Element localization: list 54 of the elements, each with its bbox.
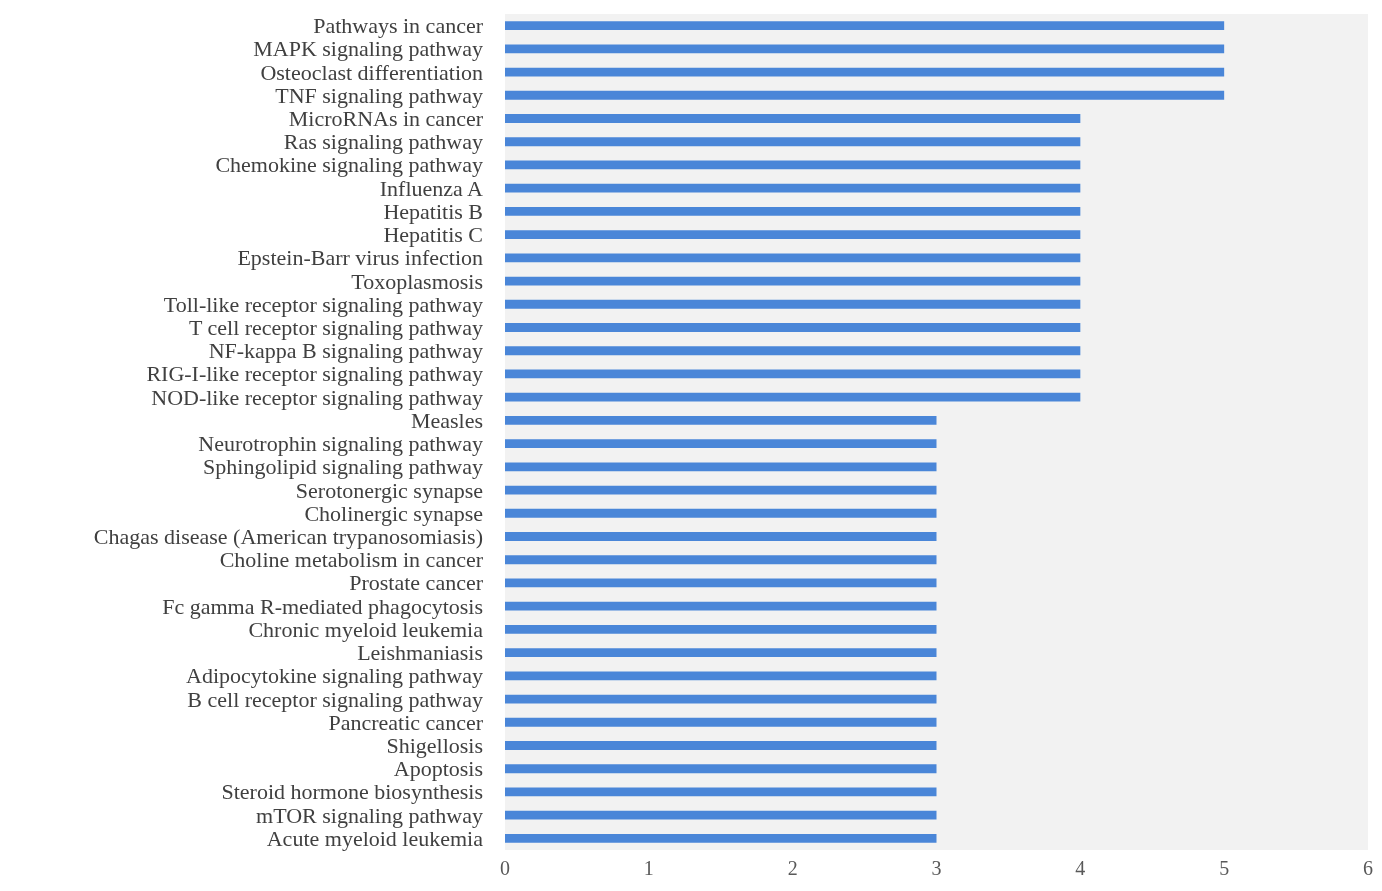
bar [505,717,937,727]
bar [505,299,1081,309]
bar [505,183,1081,193]
bar [505,276,1081,286]
bar [505,90,1225,100]
y-tick-label: Fc gamma R-mediated phagocytosis [162,593,483,619]
bar [505,578,937,588]
bar [505,230,1081,240]
x-tick-label: 2 [787,857,798,879]
bar [505,485,937,495]
y-tick-label: Toxoplasmosis [351,268,483,294]
x-tick-label: 1 [643,857,654,879]
bar [505,462,937,472]
bar [505,648,937,658]
bar [505,415,937,425]
x-tick-label: 6 [1363,857,1373,879]
bar [505,44,1225,54]
bar [505,392,1081,402]
bar [505,206,1081,216]
bar [505,114,1081,123]
y-tick-label: Adipocytokine signaling pathway [186,663,483,689]
bar [505,67,1225,77]
bar [505,810,937,820]
x-tick-label: 4 [1075,857,1086,879]
bar [505,601,937,611]
bar [505,346,1081,356]
bar [505,439,937,449]
bar [505,21,1225,31]
y-tick-label: TNF signaling pathway [275,82,483,108]
bar [505,160,1081,170]
bar [505,694,937,704]
bar [505,787,937,797]
y-tick-label: Hepatitis B [383,198,483,224]
bar [505,833,937,843]
x-tick-label: 3 [931,857,942,879]
bar [505,532,937,541]
y-tick-label: Ras signaling pathway [283,129,483,155]
bar [505,555,937,565]
bar [505,508,937,518]
y-tick-label: Pathways in cancer [313,13,484,39]
bar [505,764,937,774]
bar [505,253,1081,263]
y-tick-label: Shigellosis [386,733,483,758]
y-tick-label: Neurotrophin signaling pathway [198,431,483,457]
x-tick-label: 0 [500,857,510,879]
bar [505,741,937,750]
bar [505,369,1081,379]
bar [505,137,1081,147]
y-tick-label: Leishmaniasis [357,640,483,666]
bar [505,323,1081,332]
x-tick-label: 5 [1219,857,1230,879]
y-tick-label: Prostate cancer [349,570,484,596]
bar [505,624,937,634]
bar [505,671,937,681]
